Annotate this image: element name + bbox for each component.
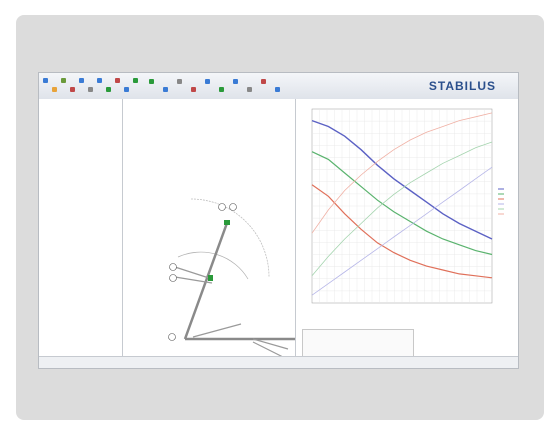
rotate-icon[interactable] — [106, 87, 111, 92]
save-icon[interactable] — [52, 87, 57, 92]
toolbar-tool-icon[interactable] — [205, 79, 210, 84]
redo-icon[interactable] — [79, 78, 84, 83]
hinge-marker-top — [224, 220, 230, 225]
help-icon[interactable] — [133, 78, 138, 83]
toolbar-tool-icon[interactable] — [275, 87, 280, 92]
motion-arc-inner — [177, 251, 249, 280]
force-chart — [311, 108, 504, 304]
toolbar-tool-icon[interactable] — [191, 87, 196, 92]
series-line — [311, 151, 493, 256]
mechanism-drawing[interactable] — [123, 99, 310, 358]
measure-icon[interactable] — [115, 78, 120, 83]
toolbar-tool-icon[interactable] — [261, 79, 266, 84]
hinge-marker-mid — [208, 275, 213, 281]
app-window: STABILUS — [38, 72, 519, 369]
toolbar-tool-icon[interactable] — [177, 79, 182, 84]
strut-bottom-b — [252, 341, 284, 358]
toolbar-tool-icon[interactable] — [233, 79, 238, 84]
parameter-table — [302, 329, 414, 357]
strut-lower — [174, 276, 213, 284]
series-line — [311, 112, 493, 234]
series-line — [311, 184, 493, 279]
toolbar-tool-icon[interactable] — [149, 79, 154, 84]
strut-bottom-a — [252, 338, 289, 350]
zoom-icon[interactable] — [88, 87, 93, 92]
properties-panel — [39, 99, 123, 357]
mechanism-view[interactable] — [123, 99, 310, 358]
node-left-b[interactable] — [169, 274, 177, 282]
status-bar — [39, 356, 518, 368]
brand-logo: STABILUS — [428, 79, 496, 93]
strut-upper — [174, 266, 213, 280]
toolbar-tool-icon[interactable] — [247, 87, 252, 92]
node-base[interactable] — [168, 333, 176, 341]
print-icon[interactable] — [61, 78, 66, 83]
toolbar: STABILUS — [39, 73, 518, 100]
motion-arc-outer — [190, 198, 270, 278]
node-top-a[interactable] — [218, 203, 226, 211]
chart-panel — [296, 99, 518, 357]
undo-icon[interactable] — [70, 87, 75, 92]
move-icon[interactable] — [97, 78, 102, 83]
series-line — [311, 119, 493, 240]
settings-icon[interactable] — [124, 87, 129, 92]
series-line — [311, 141, 493, 277]
strut-base — [192, 323, 242, 338]
lid-arm — [183, 222, 229, 340]
series-line — [311, 166, 493, 296]
toolbar-tool-icon[interactable] — [163, 87, 168, 92]
open-icon[interactable] — [43, 78, 48, 83]
node-top-b[interactable] — [229, 203, 237, 211]
node-left-a[interactable] — [169, 263, 177, 271]
toolbar-tool-icon[interactable] — [219, 87, 224, 92]
